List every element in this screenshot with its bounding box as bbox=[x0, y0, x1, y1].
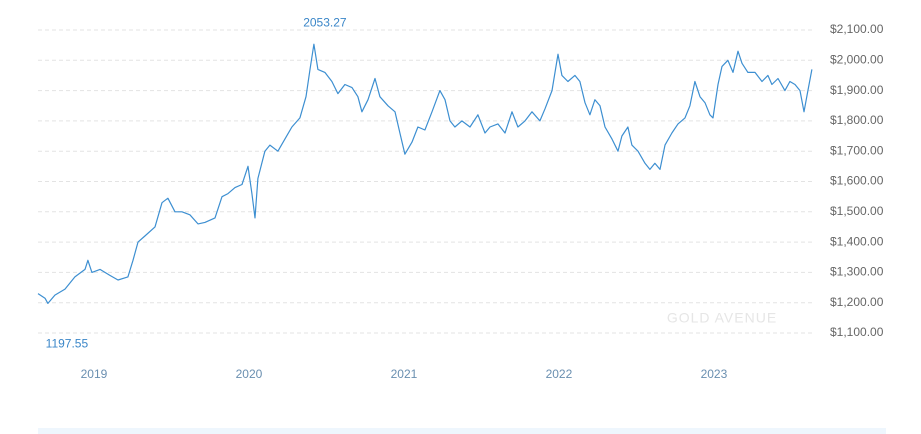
x-tick-label: 2023 bbox=[701, 367, 728, 381]
watermark: GOLD AVENUE bbox=[667, 310, 777, 326]
y-tick-label: $1,200.00 bbox=[830, 295, 884, 309]
price-line bbox=[37, 43, 813, 304]
y-tick-label: $1,600.00 bbox=[830, 174, 884, 188]
y-tick-label: $1,500.00 bbox=[830, 204, 884, 218]
y-tick-label: $2,000.00 bbox=[830, 52, 884, 66]
footer-bar bbox=[38, 428, 886, 434]
y-tick-label: $2,100.00 bbox=[830, 22, 884, 36]
x-tick-label: 2020 bbox=[236, 367, 263, 381]
x-tick-label: 2021 bbox=[391, 367, 418, 381]
min-annotation: 1197.55 bbox=[46, 337, 89, 351]
y-tick-label: $1,300.00 bbox=[830, 265, 884, 279]
x-tick-label: 2019 bbox=[81, 367, 108, 381]
y-tick-label: $1,400.00 bbox=[830, 234, 884, 248]
max-annotation: 2053.27 bbox=[303, 15, 347, 29]
y-tick-label: $1,900.00 bbox=[830, 83, 884, 97]
y-tick-label: $1,100.00 bbox=[830, 325, 884, 339]
y-tick-label: $1,700.00 bbox=[830, 143, 884, 157]
x-tick-label: 2022 bbox=[546, 367, 573, 381]
y-tick-label: $1,800.00 bbox=[830, 113, 884, 127]
